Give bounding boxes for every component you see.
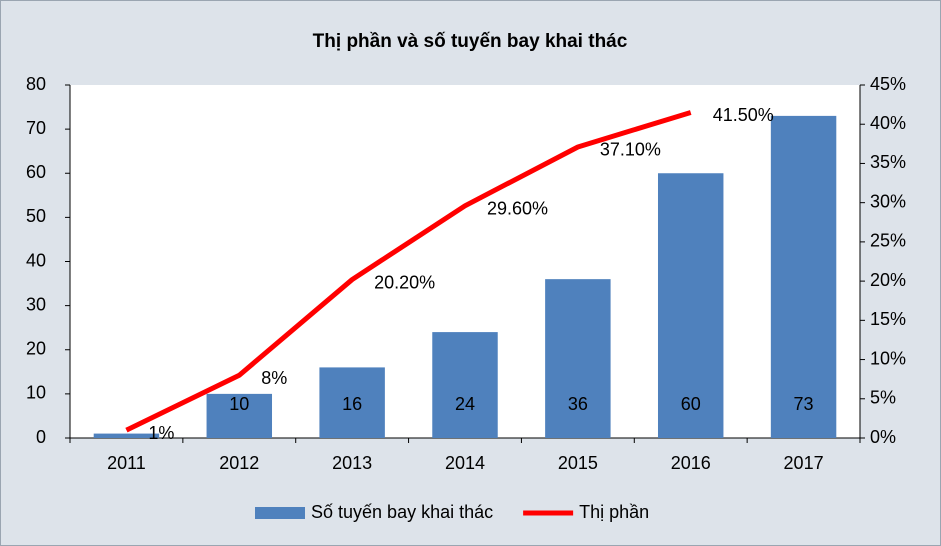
bar-label: 36 bbox=[568, 394, 588, 414]
bar bbox=[432, 332, 498, 438]
y-tick-label: 50 bbox=[26, 206, 46, 226]
y-tick-label: 70 bbox=[26, 118, 46, 138]
line-label: 41.50% bbox=[713, 105, 774, 125]
x-tick-label: 2017 bbox=[784, 453, 824, 473]
y-tick-label: 40 bbox=[26, 250, 46, 270]
y-tick-label: 80 bbox=[26, 74, 46, 94]
legend-label: Thị phần bbox=[579, 502, 649, 522]
x-tick-label: 2014 bbox=[445, 453, 485, 473]
chart-title: Thị phần và số tuyến bay khai thác bbox=[313, 31, 628, 52]
legend-swatch bbox=[255, 507, 305, 519]
y2-tick-label: 45% bbox=[870, 74, 906, 94]
bar-label: 60 bbox=[681, 394, 701, 414]
bar bbox=[545, 279, 611, 438]
y2-tick-label: 40% bbox=[870, 113, 906, 133]
y-tick-label: 0 bbox=[36, 427, 46, 447]
bar bbox=[206, 393, 273, 438]
bar-label: 16 bbox=[342, 394, 362, 414]
bar bbox=[657, 173, 724, 438]
bar bbox=[319, 367, 385, 438]
legend-label: Số tuyến bay khai thác bbox=[311, 502, 493, 522]
y2-tick-label: 10% bbox=[870, 348, 906, 368]
y-tick-label: 20 bbox=[26, 339, 46, 359]
y-tick-label: 60 bbox=[26, 162, 46, 182]
y2-tick-label: 30% bbox=[870, 191, 906, 211]
x-tick-label: 2012 bbox=[219, 453, 259, 473]
bar-label: 10 bbox=[229, 394, 249, 414]
y2-tick-label: 35% bbox=[870, 152, 906, 172]
line-label: 37.10% bbox=[600, 140, 661, 160]
line-label: 29.60% bbox=[487, 199, 548, 219]
line-label: 8% bbox=[261, 368, 287, 388]
bar-label: 73 bbox=[794, 394, 814, 414]
bar-label: 24 bbox=[455, 394, 475, 414]
x-tick-label: 2016 bbox=[671, 453, 711, 473]
line-label: 20.20% bbox=[374, 272, 435, 292]
line-label: 1% bbox=[148, 423, 174, 443]
y2-tick-label: 0% bbox=[870, 427, 896, 447]
x-tick-label: 2011 bbox=[107, 453, 146, 473]
y-tick-label: 30 bbox=[26, 294, 46, 314]
x-tick-label: 2013 bbox=[332, 453, 372, 473]
y-tick-label: 10 bbox=[26, 383, 46, 403]
bar bbox=[770, 115, 837, 438]
y2-tick-label: 5% bbox=[870, 388, 896, 408]
x-tick-label: 2015 bbox=[558, 453, 598, 473]
line bbox=[125, 110, 692, 433]
bar bbox=[93, 433, 160, 438]
y2-tick-label: 25% bbox=[870, 231, 906, 251]
y2-tick-label: 15% bbox=[870, 309, 906, 329]
y2-tick-label: 20% bbox=[870, 270, 906, 290]
